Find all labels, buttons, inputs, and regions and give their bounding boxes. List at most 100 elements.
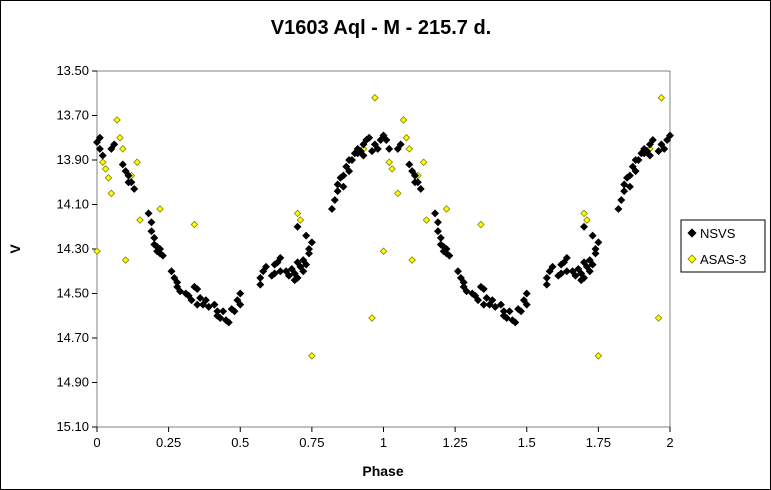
data-point-nsvs — [645, 151, 654, 160]
data-point-nsvs — [522, 289, 531, 298]
data-point-nsvs — [620, 180, 629, 189]
data-point-nsvs — [562, 253, 571, 262]
data-point-nsvs — [95, 144, 104, 153]
data-point-asas-3 — [107, 189, 116, 198]
data-point-nsvs — [617, 196, 626, 205]
data-point-nsvs — [614, 204, 623, 213]
data-point-nsvs — [445, 251, 454, 260]
data-point-asas-3 — [104, 174, 113, 182]
data-point-nsvs — [167, 267, 176, 276]
data-point-nsvs — [216, 314, 225, 322]
y-axis-label: V — [7, 244, 23, 254]
data-point-nsvs — [196, 293, 205, 302]
data-point-asas-3 — [402, 133, 411, 142]
data-point-nsvs — [631, 167, 640, 176]
data-point-nsvs — [230, 307, 239, 316]
x-axis-label: Phase — [362, 463, 403, 479]
data-point-nsvs — [382, 136, 391, 144]
data-point-nsvs — [496, 300, 505, 309]
data-point-nsvs — [591, 249, 600, 258]
data-point-nsvs — [562, 267, 571, 276]
y-tick-label: 14.50 — [56, 286, 89, 301]
data-point-asas-3 — [408, 256, 416, 264]
data-point-nsvs — [339, 182, 348, 191]
data-point-nsvs — [396, 140, 405, 149]
data-point-nsvs — [542, 280, 551, 289]
data-point-nsvs — [385, 144, 394, 153]
x-tick-label: 0 — [93, 435, 100, 450]
data-point-asas-3 — [442, 205, 451, 213]
data-point-nsvs — [488, 296, 497, 305]
data-point-nsvs — [413, 178, 422, 187]
data-point-nsvs — [479, 300, 488, 309]
data-point-asas-3 — [133, 158, 141, 166]
data-point-asas-3 — [477, 220, 485, 229]
data-point-nsvs — [634, 156, 643, 164]
data-point-nsvs — [491, 302, 500, 311]
legend-label-asas-3: ASAS-3 — [700, 252, 746, 267]
data-point-nsvs — [95, 133, 104, 142]
data-point-asas-3 — [101, 165, 110, 173]
data-point-nsvs — [293, 273, 302, 282]
data-point-asas-3 — [371, 93, 379, 102]
data-point-nsvs — [433, 218, 442, 227]
data-point-nsvs — [522, 300, 531, 309]
data-point-nsvs — [654, 147, 663, 156]
data-point-asas-3 — [388, 165, 396, 173]
data-point-asas-3 — [583, 216, 591, 224]
x-tick-label: 1 — [380, 435, 387, 450]
data-point-asas-3 — [293, 209, 302, 218]
data-point-nsvs — [236, 289, 245, 298]
data-point-nsvs — [118, 160, 127, 169]
legend-marker-nsvs — [687, 228, 697, 238]
data-point-nsvs — [433, 227, 442, 236]
data-point-nsvs — [201, 296, 210, 305]
y-tick-label: 14.70 — [56, 330, 89, 345]
data-point-nsvs — [284, 271, 293, 280]
data-point-asas-3 — [119, 145, 127, 153]
data-point-asas-3 — [308, 352, 316, 360]
data-point-nsvs — [365, 133, 374, 142]
y-tick-label: 15.10 — [56, 419, 89, 434]
data-point-nsvs — [302, 231, 311, 240]
y-tick-label: 13.90 — [56, 152, 89, 167]
data-point-nsvs — [327, 204, 336, 213]
data-point-nsvs — [293, 222, 302, 231]
data-point-asas-3 — [98, 158, 107, 166]
data-point-nsvs — [98, 151, 107, 160]
data-point-nsvs — [580, 273, 589, 282]
data-point-nsvs — [625, 182, 634, 191]
data-point-nsvs — [571, 271, 580, 280]
data-point-asas-3 — [422, 216, 431, 224]
data-point-asas-3 — [379, 247, 388, 255]
data-point-nsvs — [147, 218, 156, 227]
data-point-nsvs — [256, 273, 265, 282]
data-point-nsvs — [204, 302, 213, 311]
data-point-asas-3 — [156, 205, 164, 213]
data-point-nsvs — [505, 307, 514, 316]
data-point-nsvs — [276, 267, 285, 276]
data-point-nsvs — [158, 251, 167, 260]
data-point-nsvs — [666, 131, 674, 140]
y-tick-label: 13.50 — [56, 63, 89, 78]
data-point-asas-3 — [394, 189, 402, 198]
data-point-nsvs — [588, 231, 597, 240]
data-point-nsvs — [176, 287, 185, 296]
data-point-nsvs — [193, 300, 202, 309]
data-point-nsvs — [594, 238, 603, 247]
data-point-nsvs — [580, 222, 589, 231]
data-point-nsvs — [333, 187, 342, 196]
data-point-asas-3 — [657, 93, 666, 102]
data-point-nsvs — [193, 285, 202, 294]
y-tick-label: 14.90 — [56, 375, 89, 390]
data-point-asas-3 — [121, 256, 130, 264]
data-point-nsvs — [542, 273, 551, 282]
data-point-nsvs — [517, 307, 525, 316]
chart-title: V1603 Aql - M - 215.7 d. — [271, 17, 491, 39]
data-point-nsvs — [620, 187, 629, 196]
data-point-nsvs — [588, 260, 597, 269]
legend-box — [680, 219, 766, 273]
x-tick-label: 0.25 — [156, 435, 181, 450]
data-point-nsvs — [548, 262, 557, 271]
data-point-asas-3 — [580, 209, 588, 218]
